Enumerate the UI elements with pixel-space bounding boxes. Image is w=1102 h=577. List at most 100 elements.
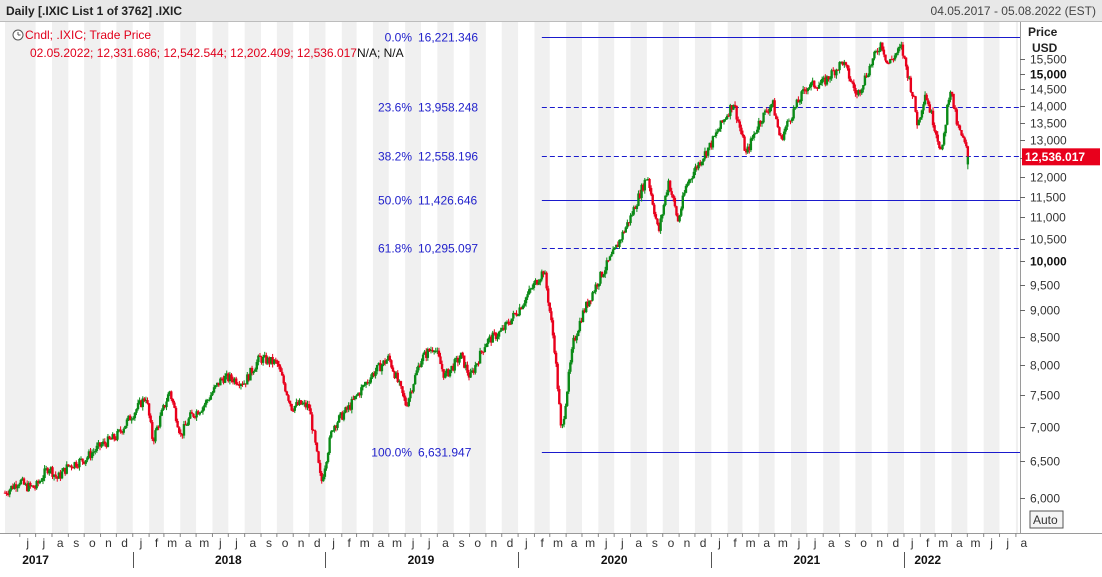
candle-body bbox=[684, 186, 688, 193]
candle-body bbox=[89, 451, 92, 458]
candle-body bbox=[901, 44, 905, 56]
candle-body bbox=[10, 485, 13, 490]
candle-body bbox=[692, 171, 696, 179]
month-label: j bbox=[910, 536, 914, 550]
candle-body bbox=[896, 48, 900, 54]
candle-body bbox=[217, 382, 220, 386]
candle-body bbox=[890, 59, 894, 61]
candle-body bbox=[198, 412, 201, 415]
candle-body bbox=[756, 129, 759, 133]
clock-icon[interactable] bbox=[12, 29, 24, 41]
month-band bbox=[244, 22, 262, 533]
candle-body bbox=[646, 179, 650, 181]
candle-body bbox=[326, 453, 330, 462]
candle-body bbox=[706, 147, 710, 156]
candle-body bbox=[596, 284, 599, 287]
candle-body bbox=[24, 483, 27, 485]
candle-body bbox=[789, 120, 792, 122]
candle-body bbox=[429, 349, 433, 352]
candle-body bbox=[75, 462, 78, 467]
candle-body bbox=[939, 148, 943, 150]
candle-body bbox=[938, 141, 941, 149]
candle-body bbox=[138, 400, 141, 404]
candle-body bbox=[515, 313, 518, 316]
candle-body bbox=[629, 215, 632, 224]
candle-body bbox=[322, 476, 325, 482]
auto-scale-label: Auto bbox=[1033, 513, 1058, 527]
candle-body bbox=[786, 121, 789, 127]
candle-body bbox=[613, 247, 616, 250]
candle-body bbox=[52, 474, 56, 477]
candle-body bbox=[885, 60, 889, 64]
candle-body bbox=[273, 359, 276, 364]
year-label: 2021 bbox=[793, 553, 820, 567]
candle-body bbox=[8, 489, 11, 495]
candle-body bbox=[187, 418, 190, 425]
month-label: o bbox=[474, 536, 481, 550]
candle-body bbox=[144, 400, 148, 402]
candle-body bbox=[651, 194, 654, 205]
candle-body bbox=[765, 110, 768, 112]
candle-body bbox=[467, 372, 471, 378]
price-chart[interactable]: 0.0% 16,221.346 23.6% 13,958.248 38.2% 12,558… bbox=[0, 22, 1102, 577]
candle-body bbox=[182, 424, 186, 436]
candle-body bbox=[219, 378, 222, 386]
candle-body bbox=[176, 420, 179, 428]
candle-body bbox=[573, 337, 577, 341]
candle-body bbox=[572, 337, 575, 350]
candle-body bbox=[409, 391, 412, 399]
month-label: d bbox=[892, 536, 899, 550]
candle-body bbox=[287, 395, 290, 401]
candle-body bbox=[413, 375, 417, 385]
month-band bbox=[212, 22, 229, 533]
candle-body bbox=[82, 461, 86, 464]
candle-body bbox=[618, 239, 621, 248]
candle-body bbox=[124, 425, 127, 429]
auto-scale-button[interactable]: Auto bbox=[1029, 510, 1064, 529]
month-label: o bbox=[860, 536, 867, 550]
month-label: n bbox=[876, 536, 883, 550]
candle-body bbox=[740, 127, 743, 135]
candle-body bbox=[680, 208, 683, 216]
candle-body bbox=[480, 350, 483, 352]
candle-body bbox=[621, 231, 624, 240]
candle-body bbox=[493, 332, 496, 334]
candle-body bbox=[22, 478, 26, 485]
month-band bbox=[598, 22, 615, 533]
candle-body bbox=[320, 472, 323, 482]
candle-body bbox=[353, 396, 357, 400]
candle-body bbox=[697, 162, 700, 169]
candle-body bbox=[903, 55, 906, 58]
candle-body bbox=[32, 485, 35, 488]
candle-body bbox=[344, 407, 347, 413]
candle-body bbox=[255, 362, 258, 370]
candle-body bbox=[589, 300, 593, 302]
candle-body bbox=[961, 135, 965, 138]
month-label: m bbox=[167, 536, 177, 550]
candle-body bbox=[824, 77, 827, 85]
candle-body bbox=[193, 416, 197, 418]
candle-body bbox=[390, 360, 393, 368]
candle-body bbox=[447, 369, 450, 377]
candle-body bbox=[341, 412, 344, 420]
candle-body bbox=[908, 77, 911, 79]
candle-body bbox=[809, 82, 813, 88]
candle-body bbox=[68, 465, 72, 467]
candle-body bbox=[965, 142, 968, 147]
candle-body bbox=[3, 492, 7, 494]
candle-body bbox=[478, 350, 482, 364]
month-label: a bbox=[442, 536, 449, 550]
candle-body bbox=[550, 311, 553, 321]
candle-body bbox=[165, 401, 168, 408]
candle-body bbox=[608, 256, 612, 261]
candle-body bbox=[19, 479, 23, 485]
candle-body bbox=[174, 407, 178, 421]
candle-body bbox=[380, 364, 384, 372]
candle-body bbox=[542, 271, 545, 275]
candle-body bbox=[718, 128, 721, 132]
candle-body bbox=[6, 493, 10, 495]
candle-body bbox=[797, 99, 800, 103]
legend-series-label: Cndl; .IXIC; Trade Price bbox=[25, 28, 151, 42]
candle-body bbox=[231, 379, 235, 383]
